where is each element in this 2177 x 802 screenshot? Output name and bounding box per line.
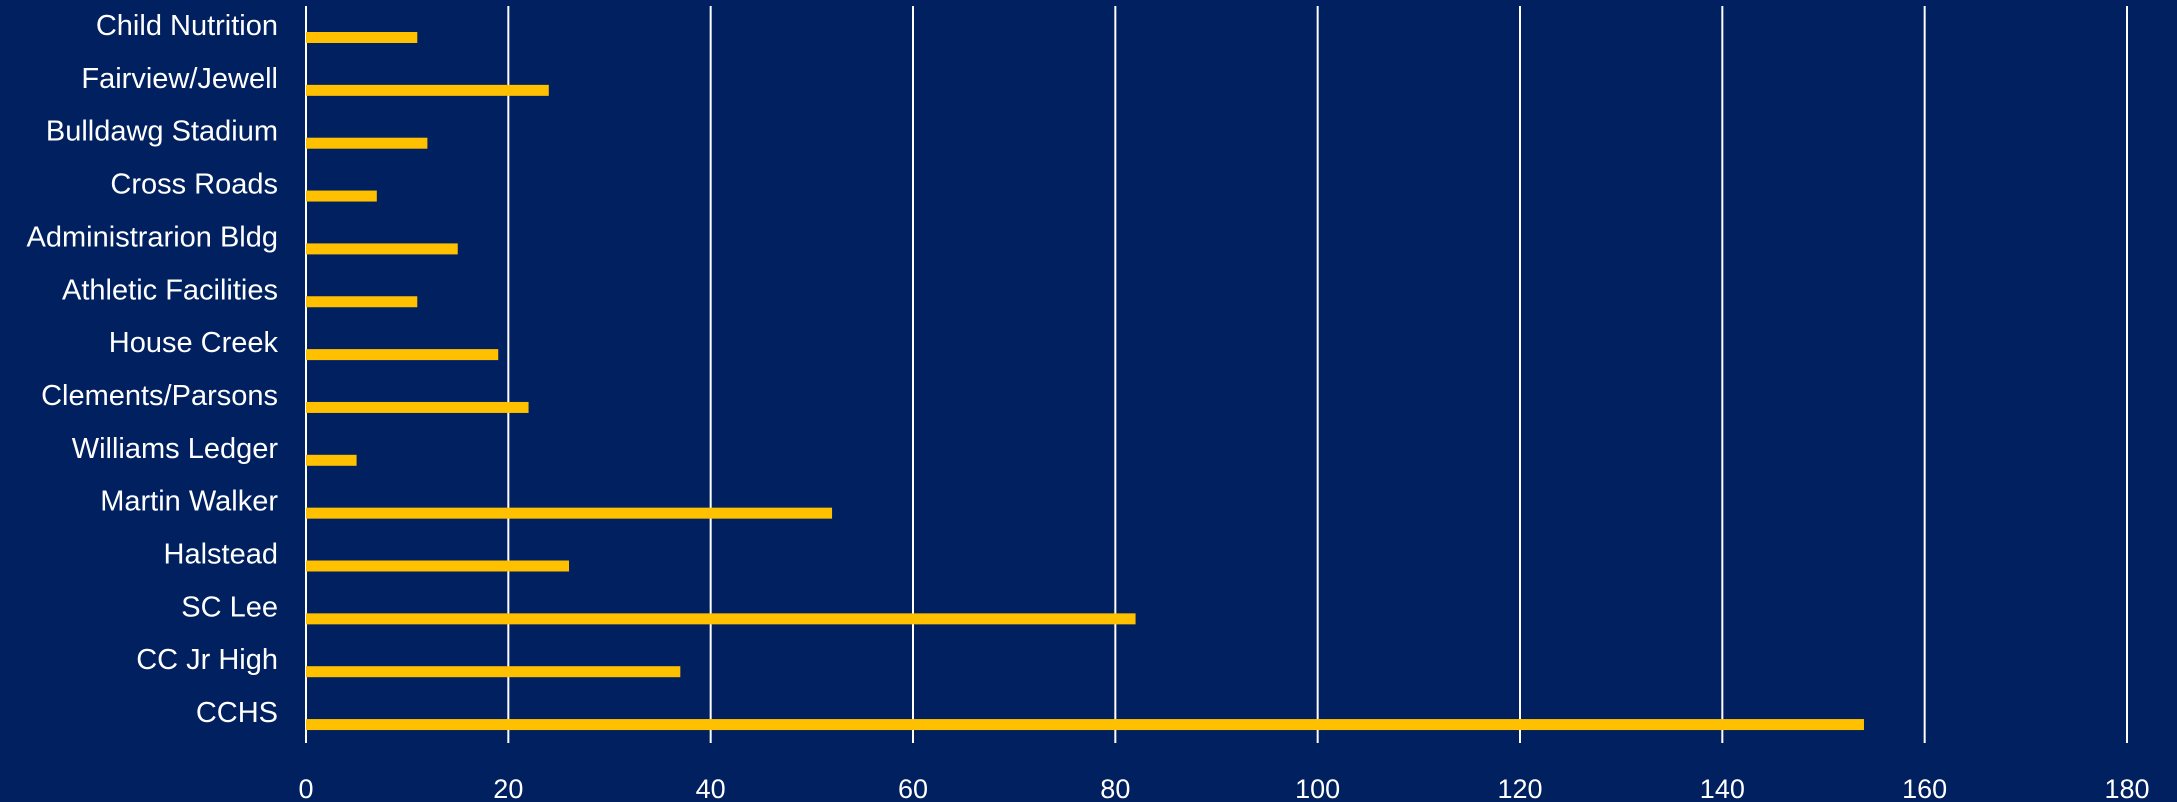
bar bbox=[306, 560, 570, 572]
bar bbox=[306, 507, 833, 519]
category-label: CCHS bbox=[196, 697, 278, 729]
x-tick-label: 40 bbox=[696, 774, 726, 802]
x-tick-label: 140 bbox=[1700, 774, 1745, 802]
category-label: Halstead bbox=[164, 539, 278, 571]
bar bbox=[306, 243, 458, 255]
category-label: Martin Walker bbox=[100, 486, 278, 518]
bar bbox=[306, 190, 377, 202]
bar bbox=[306, 454, 357, 466]
category-label: Athletic Facilities bbox=[62, 274, 278, 306]
category-label: CC Jr High bbox=[136, 644, 278, 676]
bar bbox=[306, 613, 1136, 625]
category-label: Child Nutrition bbox=[96, 10, 278, 42]
bars bbox=[306, 32, 1864, 731]
x-tick-label: 120 bbox=[1497, 774, 1542, 802]
category-label: Fairview/Jewell bbox=[81, 63, 278, 95]
bar bbox=[306, 84, 549, 96]
category-label: Williams Ledger bbox=[72, 433, 279, 465]
bar bbox=[306, 349, 499, 361]
gridlines bbox=[305, 6, 2128, 743]
category-label: Administrarion Bldg bbox=[27, 221, 278, 253]
x-axis-tick-labels: 0 20 40 60 80 100 120 140 160 180 bbox=[298, 774, 2149, 802]
x-tick-label: 160 bbox=[1902, 774, 1947, 802]
bar bbox=[306, 32, 418, 43]
bar bbox=[306, 296, 418, 308]
x-tick-label: 0 bbox=[298, 774, 313, 802]
category-label: SC Lee bbox=[181, 591, 278, 623]
category-labels: Child Nutrition Fairview/Jewell Bulldawg S… bbox=[27, 10, 279, 729]
bar bbox=[306, 719, 1864, 731]
x-tick-label: 100 bbox=[1295, 774, 1340, 802]
bar bbox=[306, 137, 428, 149]
category-label: House Creek bbox=[109, 327, 279, 359]
category-label: Clements/Parsons bbox=[41, 380, 278, 412]
x-tick-label: 180 bbox=[2104, 774, 2149, 802]
bar bbox=[306, 666, 681, 678]
category-label: Cross Roads bbox=[110, 169, 278, 201]
x-tick-label: 20 bbox=[493, 774, 523, 802]
x-tick-label: 60 bbox=[898, 774, 928, 802]
bar bbox=[306, 401, 529, 413]
x-tick-label: 80 bbox=[1100, 774, 1130, 802]
category-label: Bulldawg Stadium bbox=[46, 116, 278, 148]
